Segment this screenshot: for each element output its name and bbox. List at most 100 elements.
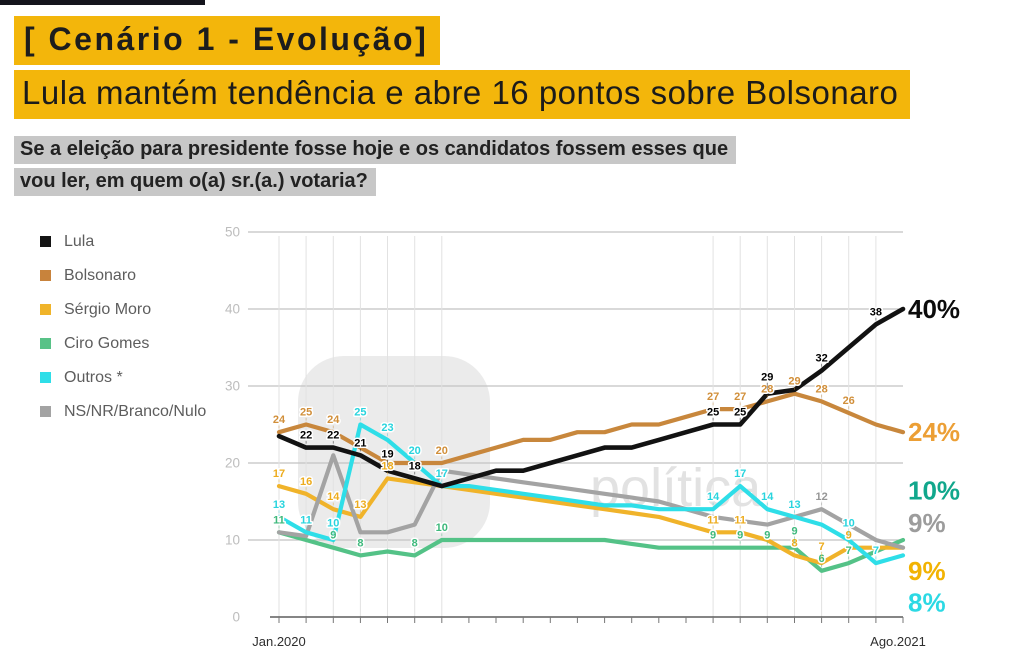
data-point-label: 24 (273, 414, 286, 426)
legend-item: Bolsonaro (40, 265, 230, 286)
data-point-label: 8 (357, 537, 363, 549)
data-point-label: 22 (327, 430, 339, 442)
legend-item: Ciro Gomes (40, 333, 230, 354)
data-point-label: 9 (764, 530, 770, 542)
data-point-label: 9 (330, 530, 336, 542)
data-point-label: 14 (327, 491, 340, 503)
data-point-label: 29 (761, 371, 773, 383)
end-label-lula: 40% (908, 294, 960, 324)
data-point-label: 20 (436, 445, 448, 457)
data-point-label: 7 (873, 545, 879, 557)
data-point-label: 11 (734, 514, 746, 526)
data-point-label: 11 (273, 514, 285, 526)
data-point-label: 18 (381, 460, 393, 472)
legend-item: Lula (40, 231, 230, 252)
data-point-label: 9 (846, 530, 852, 542)
data-point-label: 7 (819, 541, 825, 553)
data-point-label: 17 (734, 468, 746, 480)
data-point-label: 28 (761, 383, 773, 395)
data-point-label: 22 (300, 430, 312, 442)
x-axis-first-label: Jan.2020 (252, 634, 306, 649)
data-point-label: 25 (300, 407, 312, 419)
data-point-label: 20 (409, 445, 421, 457)
end-label-outros: 8% (908, 587, 946, 617)
y-tick-label: 0 (232, 610, 240, 625)
legend-swatch (40, 372, 51, 383)
data-point-label: 16 (300, 476, 312, 488)
data-point-label: 7 (846, 545, 852, 557)
legend-swatch (40, 338, 51, 349)
y-tick-label: 10 (225, 533, 240, 548)
question-line-2: vou ler, em quem o(a) sr.(a.) votaria? (14, 168, 376, 196)
data-point-label: 25 (734, 407, 746, 419)
series-line-ciro-gomes (276, 530, 906, 573)
y-tick-label: 50 (225, 225, 240, 240)
legend-swatch (40, 304, 51, 315)
legend-label: Bolsonaro (64, 267, 137, 284)
data-point-label: 13 (273, 499, 285, 511)
series-line-s-rgio-moro (276, 476, 906, 566)
headline: Lula mantém tendência e abre 16 pontos s… (14, 70, 911, 119)
scenario-kicker: [ Cenário 1 - Evolução] (14, 16, 441, 65)
series-line-lula (276, 306, 906, 489)
question-line-1: Se a eleição para presidente fosse hoje … (14, 136, 737, 164)
data-point-label: 26 (843, 395, 855, 407)
legend: Lula Bolsonaro Sérgio Moro Ciro Gomes Outros… (40, 231, 230, 435)
legend-label: Lula (64, 233, 95, 250)
data-point-label: 12 (815, 491, 827, 503)
data-point-label: 11 (707, 514, 719, 526)
data-point-label: 9 (710, 530, 716, 542)
data-point-label: 8 (412, 537, 418, 549)
data-point-label: 9 (737, 530, 743, 542)
end-label-ns-nr-branco-nulo: 9% (908, 508, 946, 538)
data-point-label: 23 (381, 422, 393, 434)
data-point-label: 21 (354, 437, 366, 449)
legend-label: Outros * (64, 369, 123, 386)
data-point-label: 38 (870, 306, 882, 318)
data-point-label: 13 (788, 499, 800, 511)
data-point-label: 24 (327, 414, 340, 426)
data-point-label: 14 (761, 491, 774, 503)
series-line-bolsonaro (276, 391, 906, 466)
data-point-label: 27 (707, 391, 719, 403)
legend-swatch (40, 406, 51, 417)
data-point-label: 25 (707, 407, 719, 419)
data-point-label: 8 (791, 537, 797, 549)
legend-swatch (40, 236, 51, 247)
legend-label: Sérgio Moro (64, 301, 152, 318)
x-axis-last-label: Ago.2021 (870, 634, 926, 649)
y-tick-label: 20 (225, 456, 240, 471)
data-point-label: 32 (815, 353, 827, 365)
end-label-s-rgio-moro: 9% (908, 556, 946, 586)
data-point-label: 10 (843, 518, 855, 530)
data-point-label: 17 (436, 468, 448, 480)
data-point-label: 19 (381, 448, 393, 460)
data-point-label: 27 (734, 391, 746, 403)
data-point-label: 13 (354, 499, 366, 511)
legend-label: Ciro Gomes (64, 335, 150, 352)
data-point-label: 28 (815, 383, 827, 395)
legend-label: NS/NR/Branco/Nulo (64, 403, 207, 420)
series-line-outros (276, 422, 906, 566)
end-label-ciro-gomes: 10% (908, 476, 960, 506)
data-point-label: 9 (791, 525, 797, 537)
legend-item: Outros * (40, 367, 230, 388)
data-point-label: 6 (819, 553, 825, 565)
y-tick-label: 30 (225, 379, 240, 394)
legend-swatch (40, 270, 51, 281)
data-point-label: 11 (300, 514, 312, 526)
data-point-label: 14 (707, 491, 720, 503)
y-tick-label: 40 (225, 302, 240, 317)
data-point-label: 25 (354, 407, 366, 419)
top-accent-bar (0, 0, 205, 5)
data-point-label: 10 (436, 522, 448, 534)
data-point-label: 18 (409, 460, 421, 472)
data-point-label: 10 (327, 518, 339, 530)
end-label-bolsonaro: 24% (908, 417, 960, 447)
data-point-label: 17 (273, 468, 285, 480)
legend-item: NS/NR/Branco/Nulo (40, 401, 230, 422)
data-point-label: 29 (788, 376, 800, 388)
series-line-ns-nr-branco-nulo (276, 453, 906, 550)
